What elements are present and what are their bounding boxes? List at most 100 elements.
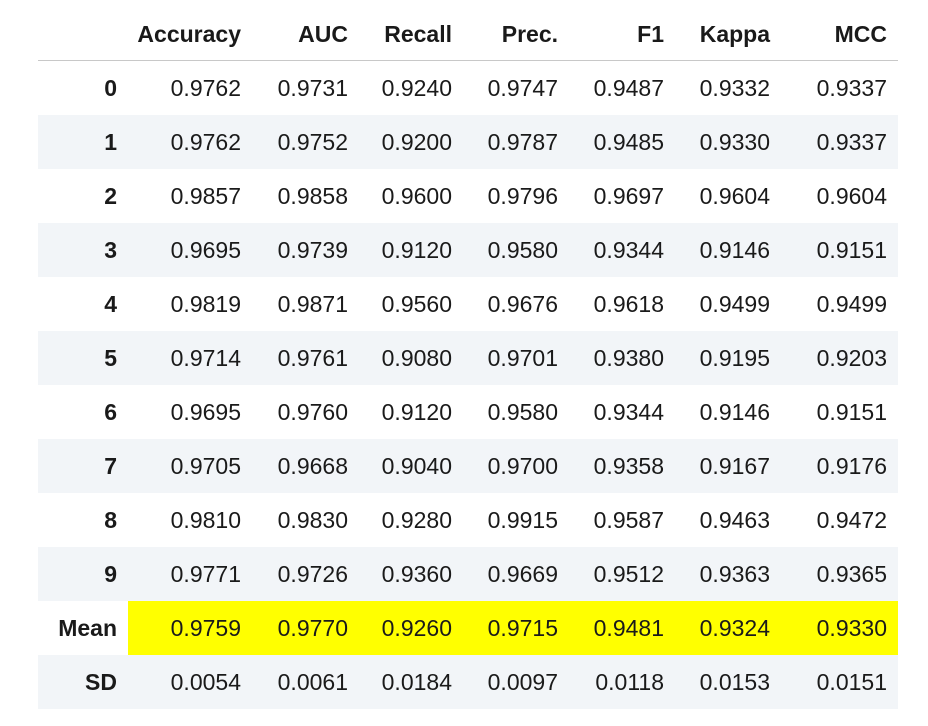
cell-recall: 0.9240 <box>381 74 452 101</box>
cell-kappa: 0.9195 <box>675 331 781 385</box>
results-table-container: Accuracy AUC Recall Prec. F1 Kappa MCC 0… <box>38 8 898 709</box>
table-row: 1 0.9762 0.9752 0.9200 0.9787 0.9485 0.9330 0.9… <box>38 115 898 169</box>
cell-auc: 0.9830 <box>277 506 348 533</box>
cell-auc: 0.9731 <box>277 74 348 101</box>
cell-recall: 0.0184 <box>359 655 463 709</box>
table-row: 7 0.9705 0.9668 0.9040 0.9700 0.9358 0.9167 0.9… <box>38 439 898 493</box>
cell-mcc: 0.0151 <box>781 655 898 709</box>
cell-mcc: 0.9330 <box>781 601 898 655</box>
cell-mcc: 0.9604 <box>816 182 887 209</box>
cell-f1: 0.9512 <box>569 547 675 601</box>
cell-auc: 0.9752 <box>252 115 359 169</box>
cell-precision: 0.9700 <box>463 439 569 493</box>
cell-f1: 0.9344 <box>593 398 664 425</box>
cell-kappa: 0.9604 <box>699 182 770 209</box>
cell-auc: 0.9871 <box>277 290 348 317</box>
cell-kappa: 0.9146 <box>675 223 781 277</box>
cell-precision: 0.9796 <box>487 182 558 209</box>
cell-accuracy: 0.9762 <box>170 74 241 101</box>
cell-accuracy: 0.0054 <box>128 655 252 709</box>
table-row: 5 0.9714 0.9761 0.9080 0.9701 0.9380 0.9195 0.9… <box>38 331 898 385</box>
cell-kappa: 0.9463 <box>699 506 770 533</box>
cell-kappa: 0.9332 <box>699 74 770 101</box>
cell-precision: 0.0097 <box>463 655 569 709</box>
cell-precision: 0.9701 <box>463 331 569 385</box>
cell-accuracy: 0.9759 <box>128 601 252 655</box>
cell-mcc: 0.9499 <box>816 290 887 317</box>
row-index-label: 1 <box>38 115 128 169</box>
table-body: 0 0.9762 0.9731 0.9240 0.9747 0.9487 0.9332 0.9… <box>38 61 898 709</box>
table-row: 4 0.9819 0.9871 0.9560 0.9676 0.9618 0.9499 0.9… <box>38 277 898 331</box>
row-index-label: 2 <box>104 182 117 209</box>
cell-mcc: 0.9337 <box>781 115 898 169</box>
table-row-sd: SD 0.0054 0.0061 0.0184 0.0097 0.0118 0.0153 0.… <box>38 655 898 709</box>
row-index-label: 6 <box>104 398 117 425</box>
cell-recall: 0.9040 <box>359 439 463 493</box>
column-header-recall: Recall <box>359 8 463 61</box>
column-header-f1: F1 <box>569 8 675 61</box>
column-header-mcc: MCC <box>781 8 898 61</box>
cell-mcc: 0.9151 <box>816 398 887 425</box>
cell-precision: 0.9580 <box>463 223 569 277</box>
cell-precision: 0.9747 <box>487 74 558 101</box>
cv-results-table: Accuracy AUC Recall Prec. F1 Kappa MCC 0… <box>38 8 898 709</box>
table-header: Accuracy AUC Recall Prec. F1 Kappa MCC <box>38 8 898 61</box>
cell-auc: 0.9726 <box>252 547 359 601</box>
table-row: 2 0.9857 0.9858 0.9600 0.9796 0.9697 0.9604 0.9… <box>38 169 898 223</box>
row-index-label: SD <box>38 655 128 709</box>
cell-recall: 0.9280 <box>381 506 452 533</box>
cell-f1: 0.9481 <box>569 601 675 655</box>
cell-mcc: 0.9472 <box>816 506 887 533</box>
cell-precision: 0.9915 <box>487 506 558 533</box>
cell-recall: 0.9200 <box>359 115 463 169</box>
cell-auc: 0.9858 <box>277 182 348 209</box>
cell-recall: 0.9080 <box>359 331 463 385</box>
row-index-label: 0 <box>104 74 117 101</box>
cell-f1: 0.9587 <box>593 506 664 533</box>
cell-kappa: 0.9146 <box>699 398 770 425</box>
cell-kappa: 0.9167 <box>675 439 781 493</box>
cell-mcc: 0.9176 <box>781 439 898 493</box>
cell-f1: 0.9358 <box>569 439 675 493</box>
cell-mcc: 0.9337 <box>816 74 887 101</box>
cell-f1: 0.9485 <box>569 115 675 169</box>
cell-recall: 0.9120 <box>359 223 463 277</box>
table-row: 8 0.9810 0.9830 0.9280 0.9915 0.9587 0.9463 0.9… <box>38 493 898 547</box>
cell-f1: 0.9618 <box>593 290 664 317</box>
cell-f1: 0.9344 <box>569 223 675 277</box>
cell-accuracy: 0.9762 <box>128 115 252 169</box>
row-index-label: 9 <box>38 547 128 601</box>
row-index-label: 4 <box>104 290 117 317</box>
table-row: 0 0.9762 0.9731 0.9240 0.9747 0.9487 0.9332 0.9… <box>38 61 898 116</box>
table-row: 3 0.9695 0.9739 0.9120 0.9580 0.9344 0.9146 0.9… <box>38 223 898 277</box>
header-row: Accuracy AUC Recall Prec. F1 Kappa MCC <box>38 8 898 61</box>
cell-kappa: 0.9324 <box>675 601 781 655</box>
cell-recall: 0.9260 <box>359 601 463 655</box>
cell-accuracy: 0.9771 <box>128 547 252 601</box>
table-row: 9 0.9771 0.9726 0.9360 0.9669 0.9512 0.9363 0.9… <box>38 547 898 601</box>
cell-accuracy: 0.9695 <box>170 398 241 425</box>
cell-mcc: 0.9365 <box>781 547 898 601</box>
cell-mcc: 0.9151 <box>781 223 898 277</box>
row-index-label: 8 <box>104 506 117 533</box>
table-row-mean: Mean 0.9759 0.9770 0.9260 0.9715 0.9481 0.9324… <box>38 601 898 655</box>
cell-precision: 0.9715 <box>463 601 569 655</box>
row-index-label: Mean <box>58 614 117 641</box>
cell-f1: 0.9380 <box>569 331 675 385</box>
cell-recall: 0.9600 <box>381 182 452 209</box>
cell-auc: 0.9668 <box>252 439 359 493</box>
cell-precision: 0.9580 <box>487 398 558 425</box>
cell-auc: 0.0061 <box>252 655 359 709</box>
cell-accuracy: 0.9714 <box>128 331 252 385</box>
cell-auc: 0.9770 <box>252 601 359 655</box>
column-header-auc: AUC <box>252 8 359 61</box>
row-index-label: 5 <box>38 331 128 385</box>
column-header-precision: Prec. <box>463 8 569 61</box>
row-index-label: 7 <box>38 439 128 493</box>
cell-precision: 0.9787 <box>463 115 569 169</box>
cell-kappa: 0.0153 <box>675 655 781 709</box>
cell-accuracy: 0.9857 <box>170 182 241 209</box>
cell-accuracy: 0.9810 <box>170 506 241 533</box>
cell-f1: 0.9487 <box>593 74 664 101</box>
cell-recall: 0.9560 <box>381 290 452 317</box>
